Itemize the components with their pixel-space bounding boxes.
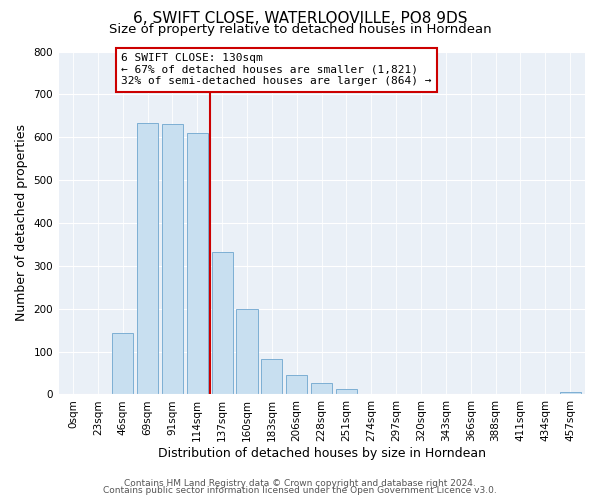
Text: Contains public sector information licensed under the Open Government Licence v3: Contains public sector information licen…	[103, 486, 497, 495]
Text: 6, SWIFT CLOSE, WATERLOOVILLE, PO8 9DS: 6, SWIFT CLOSE, WATERLOOVILLE, PO8 9DS	[133, 11, 467, 26]
Bar	[112, 333, 133, 394]
Bar	[212, 252, 233, 394]
X-axis label: Distribution of detached houses by size in Horndean: Distribution of detached houses by size …	[158, 447, 485, 460]
Bar	[261, 359, 283, 394]
Bar	[187, 134, 208, 394]
Y-axis label: Number of detached properties: Number of detached properties	[15, 124, 28, 322]
Text: 6 SWIFT CLOSE: 130sqm
← 67% of detached houses are smaller (1,821)
32% of semi-d: 6 SWIFT CLOSE: 130sqm ← 67% of detached …	[121, 53, 432, 86]
Bar	[336, 390, 357, 394]
Bar	[311, 383, 332, 394]
Bar	[236, 308, 257, 394]
Bar	[137, 123, 158, 394]
Text: Contains HM Land Registry data © Crown copyright and database right 2024.: Contains HM Land Registry data © Crown c…	[124, 478, 476, 488]
Text: Size of property relative to detached houses in Horndean: Size of property relative to detached ho…	[109, 22, 491, 36]
Bar	[560, 392, 581, 394]
Bar	[286, 374, 307, 394]
Bar	[162, 124, 183, 394]
